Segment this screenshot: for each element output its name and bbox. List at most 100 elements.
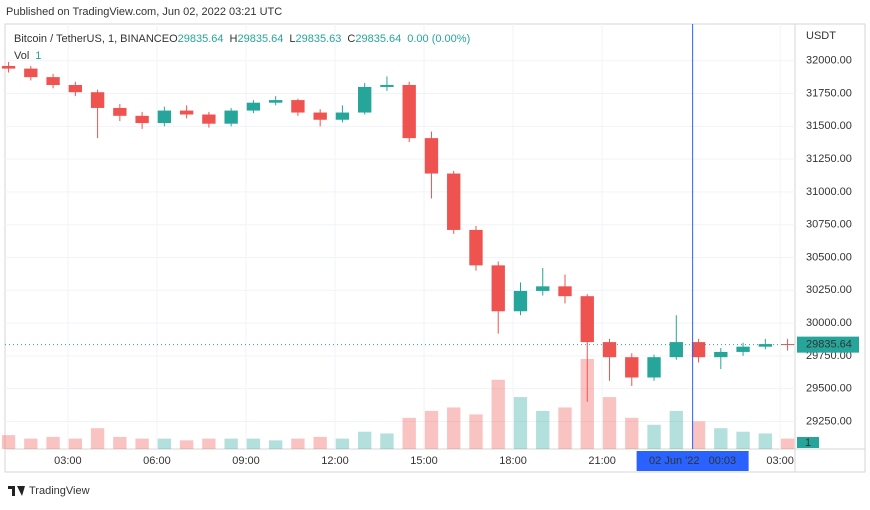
x-tick-label: 03:00: [766, 455, 794, 467]
y-tick-label: 31000.00: [806, 186, 852, 198]
x-tick-label: 15:00: [410, 455, 438, 467]
volume-bar: [625, 417, 639, 449]
volume-bar: [513, 397, 528, 449]
change: 0.00 (0.00%): [407, 33, 470, 45]
volume-bar: [113, 436, 127, 449]
y-tick-label: 30750.00: [806, 219, 852, 231]
logo-text: TradingView: [29, 485, 90, 497]
ohlc-value: 29835.64: [355, 33, 401, 45]
candle-body: [625, 357, 639, 378]
x-tick-label: 09:00: [232, 455, 260, 467]
symbol: Bitcoin / TetherUS, 1, BINANCEO29835.64 H…: [14, 33, 470, 45]
candle-body: [736, 346, 750, 352]
y-tick-label: 30250.00: [806, 284, 852, 296]
candle-body: [380, 84, 394, 87]
candle-body: [291, 100, 305, 113]
ohlc-key: H: [230, 33, 238, 45]
y-tick-label: 31250.00: [806, 153, 852, 165]
volume-bar: [491, 379, 505, 449]
candle-body: [224, 110, 238, 124]
x-tick-label: 12:00: [321, 455, 349, 467]
candle-body: [46, 77, 60, 85]
ohlc-legend: O29835.64 H29835.64 L29835.63 C29835.64: [169, 33, 401, 45]
candle-body: [179, 110, 194, 115]
volume-bar: [424, 410, 439, 449]
candle-body: [402, 84, 416, 139]
y-tick-label: 31500.00: [806, 120, 852, 132]
ohlc-value: 29835.63: [296, 33, 342, 45]
volume-bar: [691, 421, 706, 449]
candle-body: [536, 286, 550, 291]
chart-frame: [4, 23, 866, 473]
y-tick-label: 29750.00: [806, 350, 852, 362]
volume-bar: [46, 436, 60, 449]
x-tick-label: 18:00: [499, 455, 527, 467]
x-tick-label: 21:00: [588, 455, 616, 467]
volume-bar: [714, 428, 728, 449]
ohlc-key: L: [289, 33, 295, 45]
volume-bar: [202, 438, 216, 449]
ohlc-value: 29835.64: [178, 33, 224, 45]
volume-bar: [736, 431, 750, 449]
candle-body: [202, 114, 216, 124]
y-tick-label: 29500.00: [806, 383, 852, 395]
volume-bar: [268, 440, 283, 449]
candle-body: [157, 110, 172, 124]
volume-legend-label: Vol: [14, 50, 29, 62]
ohlc-value: 29835.64: [238, 33, 284, 45]
volume-bar: [580, 359, 594, 449]
ohlc-key: C: [347, 33, 355, 45]
y-tick-label: 30500.00: [806, 251, 852, 263]
candle-body: [335, 112, 350, 120]
published-note: Published on TradingView.com, Jun 02, 20…: [6, 6, 282, 18]
x-tick-label: 03:00: [54, 455, 82, 467]
x-tick-label: 06:00: [143, 455, 171, 467]
volume-bar: [224, 438, 238, 449]
volume-bar: [1, 435, 16, 449]
volume-bar: [602, 397, 617, 449]
candle-body: [602, 342, 617, 358]
volume-bar: [358, 431, 372, 449]
ohlc-key: O: [169, 33, 178, 45]
crosshair-label: 02 Jun '22 00:03: [649, 455, 736, 467]
candle-body: [691, 342, 706, 358]
y-tick-label: 32000.00: [806, 55, 852, 67]
candle-body: [580, 296, 594, 343]
y-tick-label: 30000.00: [806, 317, 852, 329]
last-price-box: [797, 336, 859, 353]
candle-body: [90, 92, 105, 108]
volume-bar: [380, 433, 394, 449]
volume-bar: [135, 438, 149, 449]
candle-body: [558, 286, 572, 297]
candle-body: [113, 107, 127, 116]
volume-bar: [647, 424, 661, 449]
candle-body: [1, 65, 16, 69]
candle-body: [780, 344, 795, 346]
candle-body: [358, 86, 372, 113]
volume-bar: [291, 438, 305, 449]
volume-bar: [536, 410, 550, 449]
candle-body: [647, 357, 661, 378]
volume-value-box: [797, 437, 819, 448]
volume-value-label: 1: [805, 437, 811, 449]
candle-body: [135, 115, 149, 124]
logo: TradingView: [8, 485, 90, 497]
candle-body: [68, 84, 83, 93]
volume-bar: [669, 410, 683, 449]
candle-body: [24, 68, 38, 78]
volume-bar: [447, 407, 461, 449]
volume-bar: [402, 417, 416, 449]
last-price-label: 29835.64: [806, 339, 852, 351]
volume-bar: [469, 414, 483, 449]
candle-body: [246, 102, 261, 111]
volume-bar: [780, 438, 795, 449]
symbol-name: Bitcoin / TetherUS, 1, BINANCE: [14, 33, 169, 45]
grid: [5, 24, 795, 449]
marks: [1, 62, 795, 449]
candle-body: [758, 344, 773, 347]
volume-bar: [68, 438, 83, 449]
volume-bar: [179, 440, 194, 449]
